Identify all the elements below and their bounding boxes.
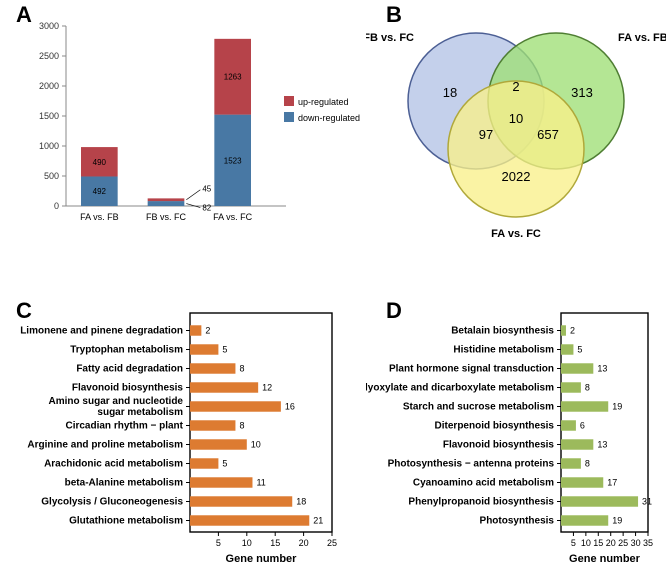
svg-text:6: 6 — [580, 421, 585, 431]
svg-text:1523: 1523 — [224, 156, 242, 165]
svg-text:FA vs. FC: FA vs. FC — [491, 228, 541, 240]
svg-text:19: 19 — [612, 402, 622, 412]
svg-text:Starch and sucrose metabolism: Starch and sucrose metabolism — [403, 402, 554, 413]
svg-text:500: 500 — [44, 171, 59, 181]
svg-text:Gene number: Gene number — [226, 553, 298, 565]
svg-text:492: 492 — [93, 187, 107, 196]
svg-text:1000: 1000 — [39, 141, 59, 151]
svg-text:FB vs. FC: FB vs. FC — [366, 32, 414, 44]
svg-text:13: 13 — [597, 364, 607, 374]
svg-text:Arginine and proline metabolis: Arginine and proline metabolism — [27, 440, 183, 451]
svg-text:21: 21 — [313, 516, 323, 526]
svg-text:18: 18 — [443, 85, 457, 100]
svg-text:18: 18 — [296, 497, 306, 507]
svg-text:313: 313 — [571, 85, 593, 100]
svg-text:5: 5 — [222, 459, 227, 469]
svg-text:Glycolysis / Gluconeogenesis: Glycolysis / Gluconeogenesis — [41, 497, 183, 508]
svg-text:10: 10 — [509, 111, 523, 126]
svg-text:Glutathione metabolism: Glutathione metabolism — [69, 516, 183, 527]
svg-text:FA vs. FB: FA vs. FB — [618, 32, 666, 44]
panel-b-venn: FB vs. FC FA vs. FB FA vs. FC 18 313 2022 2 97 6… — [366, 6, 666, 266]
svg-text:Arachidonic acid metabolism: Arachidonic acid metabolism — [44, 459, 183, 470]
svg-text:657: 657 — [537, 127, 559, 142]
svg-text:15: 15 — [270, 538, 280, 548]
svg-text:25: 25 — [618, 538, 628, 548]
svg-text:Glyoxylate and dicarboxylate m: Glyoxylate and dicarboxylate metabolism — [366, 383, 554, 394]
svg-text:down-regulated: down-regulated — [298, 113, 360, 123]
svg-text:5: 5 — [577, 345, 582, 355]
svg-text:Tryptophan metabolism: Tryptophan metabolism — [70, 345, 183, 356]
panel-d-chart: 5 101520253035Gene number 2 Betalain biosyn… — [366, 305, 666, 575]
svg-text:5: 5 — [222, 345, 227, 355]
svg-text:Limonene and pinene degradatio: Limonene and pinene degradation — [20, 326, 183, 337]
svg-text:20: 20 — [606, 538, 616, 548]
svg-text:25: 25 — [327, 538, 337, 548]
svg-text:8: 8 — [585, 459, 590, 469]
svg-text:30: 30 — [631, 538, 641, 548]
svg-text:Diterpenoid biosynthesis: Diterpenoid biosynthesis — [435, 421, 555, 432]
svg-text:2022: 2022 — [502, 169, 531, 184]
panel-c-chart: 5 10 15 20 25 Gene number 2 Limonene and pinene… — [10, 305, 350, 575]
svg-text:10: 10 — [251, 440, 261, 450]
svg-text:FA vs. FB: FA vs. FB — [80, 212, 119, 222]
svg-text:Flavonoid biosynthesis: Flavonoid biosynthesis — [72, 383, 184, 394]
svg-text:Flavonoid biosynthesis: Flavonoid biosynthesis — [443, 440, 555, 451]
svg-text:45: 45 — [202, 185, 211, 194]
svg-text:8: 8 — [239, 364, 244, 374]
svg-text:11: 11 — [256, 478, 265, 488]
svg-text:sugar metabolism: sugar metabolism — [97, 407, 183, 418]
svg-text:2500: 2500 — [39, 51, 59, 61]
svg-text:Photosynthesis: Photosynthesis — [480, 516, 555, 527]
svg-text:Photosynthesis − antenna prote: Photosynthesis − antenna proteins — [388, 459, 555, 470]
panel-a-chart: 0 500 1000 1500 2000 2500 3000 490 492 FA vs. FB 4… — [20, 12, 360, 242]
svg-text:FB vs. FC: FB vs. FC — [146, 212, 186, 222]
svg-text:82: 82 — [202, 204, 211, 213]
svg-text:17: 17 — [607, 478, 617, 488]
svg-text:Phenylpropanoid biosynthesis: Phenylpropanoid biosynthesis — [408, 497, 554, 508]
svg-text:35: 35 — [643, 538, 653, 548]
svg-text:Amino sugar and nucleotide: Amino sugar and nucleotide — [49, 396, 184, 407]
svg-text:5: 5 — [571, 538, 576, 548]
svg-text:12: 12 — [262, 383, 272, 393]
svg-text:Plant hormone signal transduct: Plant hormone signal transduction — [389, 364, 554, 375]
svg-text:8: 8 — [239, 421, 244, 431]
svg-text:beta-Alanine metabolism: beta-Alanine metabolism — [65, 478, 183, 489]
svg-text:16: 16 — [285, 402, 295, 412]
svg-text:15: 15 — [593, 538, 603, 548]
svg-text:2000: 2000 — [39, 81, 59, 91]
svg-text:1500: 1500 — [39, 111, 59, 121]
svg-text:1263: 1263 — [224, 73, 242, 82]
svg-text:Circadian rhythm − plant: Circadian rhythm − plant — [65, 421, 183, 432]
svg-text:2: 2 — [570, 326, 575, 336]
svg-text:0: 0 — [54, 201, 59, 211]
svg-text:Cyanoamino acid metabolism: Cyanoamino acid metabolism — [413, 478, 554, 489]
svg-text:20: 20 — [299, 538, 309, 548]
svg-text:10: 10 — [242, 538, 252, 548]
svg-text:2: 2 — [512, 79, 519, 94]
svg-text:Histidine metabolism: Histidine metabolism — [453, 345, 554, 356]
svg-text:Gene number: Gene number — [569, 553, 641, 565]
svg-text:8: 8 — [585, 383, 590, 393]
svg-text:Fatty acid degradation: Fatty acid degradation — [76, 364, 183, 375]
svg-text:97: 97 — [479, 127, 493, 142]
svg-text:up-regulated: up-regulated — [298, 97, 349, 107]
svg-text:2: 2 — [205, 326, 210, 336]
svg-text:13: 13 — [597, 440, 607, 450]
svg-text:490: 490 — [93, 158, 107, 167]
svg-text:FA vs. FC: FA vs. FC — [213, 212, 253, 222]
multipanel-figure: A B C D 050010001500200025003000490492FA… — [0, 0, 668, 578]
svg-text:5: 5 — [216, 538, 221, 548]
svg-text:31: 31 — [642, 497, 652, 507]
svg-text:3000: 3000 — [39, 21, 59, 31]
svg-text:10: 10 — [581, 538, 591, 548]
svg-text:19: 19 — [612, 516, 622, 526]
svg-text:Betalain biosynthesis: Betalain biosynthesis — [451, 326, 554, 337]
